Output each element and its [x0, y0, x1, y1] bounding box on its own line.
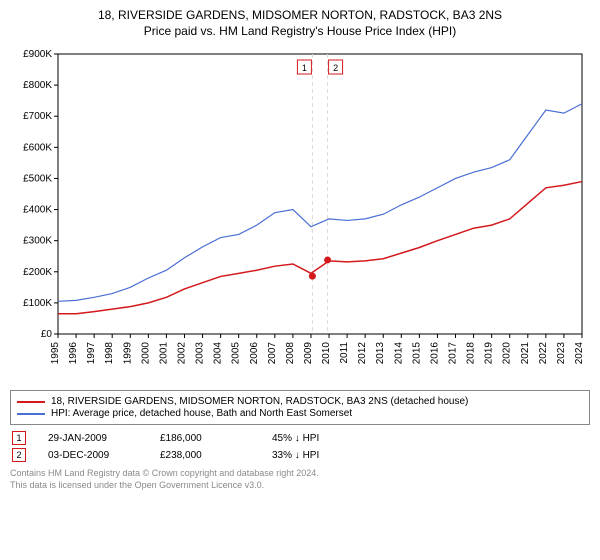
svg-text:2019: 2019: [484, 342, 495, 365]
svg-text:2004: 2004: [213, 342, 224, 365]
legend-item: 18, RIVERSIDE GARDENS, MIDSOMER NORTON, …: [17, 396, 583, 407]
footer-line-1: Contains HM Land Registry data © Crown c…: [10, 468, 590, 480]
svg-text:2022: 2022: [538, 342, 549, 365]
legend-swatch: [17, 401, 45, 403]
footer: Contains HM Land Registry data © Crown c…: [10, 468, 590, 491]
svg-text:1995: 1995: [50, 342, 61, 365]
svg-text:2006: 2006: [249, 342, 260, 365]
svg-text:2020: 2020: [502, 342, 513, 365]
legend-label: HPI: Average price, detached house, Bath…: [51, 408, 352, 419]
svg-text:2001: 2001: [158, 342, 169, 365]
svg-text:£800K: £800K: [23, 80, 52, 91]
svg-text:£400K: £400K: [23, 205, 52, 216]
svg-text:£300K: £300K: [23, 236, 52, 247]
svg-text:2000: 2000: [140, 342, 151, 365]
svg-text:2013: 2013: [375, 342, 386, 365]
event-price: £186,000: [160, 433, 250, 444]
event-price: £238,000: [160, 450, 250, 461]
svg-text:1998: 1998: [104, 342, 115, 365]
svg-text:2024: 2024: [574, 342, 585, 365]
svg-text:2012: 2012: [357, 342, 368, 365]
legend: 18, RIVERSIDE GARDENS, MIDSOMER NORTON, …: [10, 390, 590, 425]
svg-text:2005: 2005: [231, 342, 242, 365]
svg-text:2010: 2010: [321, 342, 332, 365]
title-block: 18, RIVERSIDE GARDENS, MIDSOMER NORTON, …: [10, 8, 590, 38]
svg-text:£200K: £200K: [23, 267, 52, 278]
svg-text:2021: 2021: [520, 342, 531, 365]
svg-text:1999: 1999: [122, 342, 133, 365]
svg-text:£500K: £500K: [23, 173, 52, 184]
svg-text:1997: 1997: [86, 342, 97, 365]
svg-text:1: 1: [302, 63, 307, 73]
svg-text:1996: 1996: [68, 342, 79, 365]
event-row: 2 03-DEC-2009 £238,000 33% ↓ HPI: [10, 448, 590, 462]
svg-text:£0: £0: [41, 329, 53, 340]
event-marker: 1: [12, 431, 26, 445]
event-marker: 2: [12, 448, 26, 462]
event-date: 03-DEC-2009: [48, 450, 138, 461]
svg-text:2014: 2014: [393, 342, 404, 365]
svg-text:2: 2: [333, 63, 338, 73]
legend-item: HPI: Average price, detached house, Bath…: [17, 408, 583, 419]
svg-text:£700K: £700K: [23, 111, 52, 122]
event-row: 1 29-JAN-2009 £186,000 45% ↓ HPI: [10, 431, 590, 445]
event-delta: 45% ↓ HPI: [272, 433, 319, 444]
title-line-1: 18, RIVERSIDE GARDENS, MIDSOMER NORTON, …: [10, 8, 590, 22]
chart-container: 18, RIVERSIDE GARDENS, MIDSOMER NORTON, …: [0, 0, 600, 497]
events-table: 1 29-JAN-2009 £186,000 45% ↓ HPI 2 03-DE…: [10, 431, 590, 462]
svg-text:2016: 2016: [429, 342, 440, 365]
chart: £0 £100K £200K £300K £400K £500K £600K £700K £80…: [10, 44, 590, 384]
event-date: 29-JAN-2009: [48, 433, 138, 444]
legend-label: 18, RIVERSIDE GARDENS, MIDSOMER NORTON, …: [51, 396, 468, 407]
svg-text:2018: 2018: [466, 342, 477, 365]
svg-text:2009: 2009: [303, 342, 314, 365]
title-line-2: Price paid vs. HM Land Registry's House …: [10, 24, 590, 38]
footer-line-2: This data is licensed under the Open Gov…: [10, 480, 590, 492]
svg-text:2015: 2015: [411, 342, 422, 365]
legend-swatch: [17, 413, 45, 415]
chart-svg: £0 £100K £200K £300K £400K £500K £600K £700K £80…: [10, 44, 590, 384]
svg-text:2023: 2023: [556, 342, 567, 365]
svg-text:2007: 2007: [267, 342, 278, 365]
svg-text:£900K: £900K: [23, 49, 52, 60]
svg-text:2002: 2002: [176, 342, 187, 365]
svg-text:£100K: £100K: [23, 298, 52, 309]
svg-text:2003: 2003: [195, 342, 206, 365]
svg-text:2017: 2017: [448, 342, 459, 365]
svg-text:£600K: £600K: [23, 142, 52, 153]
svg-text:2011: 2011: [339, 342, 350, 364]
event-delta: 33% ↓ HPI: [272, 450, 319, 461]
svg-text:2008: 2008: [285, 342, 296, 365]
